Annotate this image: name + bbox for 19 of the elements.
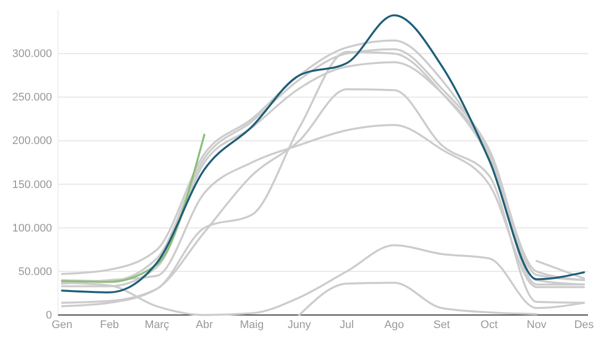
- x-tick-label: Jul: [340, 318, 354, 331]
- y-tick-label: 150.000: [12, 178, 52, 191]
- x-tick-label: Oct: [480, 318, 498, 331]
- y-tick-label: 250.000: [12, 92, 52, 104]
- x-tick-label: Maig: [240, 318, 264, 331]
- y-tick-label: 50.000: [18, 266, 52, 278]
- x-tick-label: Ago: [384, 318, 404, 331]
- y-tick-label: 100.000: [12, 222, 52, 234]
- y-tick-label: 200.000: [12, 135, 52, 148]
- x-tick-label: Juny: [288, 318, 312, 331]
- x-tick-label: Gen: [52, 318, 72, 331]
- x-tick-label: Març: [144, 318, 170, 331]
- y-tick-label: 300.000: [12, 48, 52, 60]
- x-tick-label: Set: [433, 318, 450, 331]
- x-tick-label: Des: [574, 318, 594, 331]
- y-tick-label: 0: [46, 310, 52, 322]
- x-tick-label: Abr: [196, 318, 214, 331]
- x-tick-label: Feb: [100, 318, 119, 331]
- x-tick-label: Nov: [526, 318, 547, 331]
